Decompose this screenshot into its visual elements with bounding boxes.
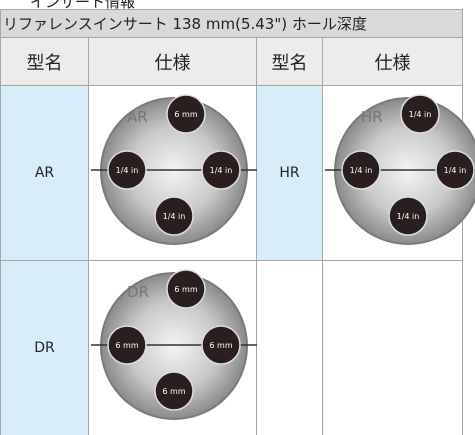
insert-diagram: DR 6 mm 6 mm 6 mm 6 mm bbox=[89, 261, 259, 431]
column-header: 仕様 bbox=[89, 38, 257, 86]
hole-label: 1/4 in bbox=[444, 166, 467, 175]
table-title: リファレンスインサート 138 mm(5.43") ホール深度 bbox=[1, 10, 463, 38]
insert-diagram: AR 6 mm 1/4 in 1/4 in 1/4 in bbox=[89, 86, 259, 256]
hole-label: 6 mm bbox=[162, 387, 185, 396]
hole-label: 1/4 in bbox=[350, 166, 373, 175]
table-row: DR DR 6 mm 6 mm 6 mm 6 mm bbox=[1, 261, 463, 435]
table-row: AR AR 6 mm 1/4 in 1/4 in 1/4 in HR HR 1/4 in 1/4 … bbox=[1, 86, 463, 261]
hole-label: 1/4 in bbox=[397, 212, 420, 221]
insert-diagram: HR 1/4 in 1/4 in 1/4 in 1/4 in bbox=[323, 86, 475, 256]
hole-label: 6 mm bbox=[209, 341, 232, 350]
hole-label: 6 mm bbox=[115, 341, 138, 350]
column-header: 型名 bbox=[257, 38, 323, 86]
model-cell: DR bbox=[1, 261, 89, 435]
hole-label: 1/4 in bbox=[210, 166, 233, 175]
hole-label: 6 mm bbox=[174, 285, 197, 294]
insert-name: DR bbox=[127, 283, 149, 301]
column-header: 型名 bbox=[1, 38, 89, 86]
hole-label: 1/4 in bbox=[409, 110, 432, 119]
column-header: 仕様 bbox=[323, 38, 463, 86]
model-cell bbox=[257, 261, 323, 435]
hole-label: 6 mm bbox=[174, 110, 197, 119]
insert-name: AR bbox=[127, 108, 148, 126]
model-cell: AR bbox=[1, 86, 89, 261]
spec-cell: AR 6 mm 1/4 in 1/4 in 1/4 in bbox=[89, 86, 257, 261]
hole-label: 1/4 in bbox=[163, 212, 186, 221]
page: インサート情報 リファレンスインサート 138 mm(5.43") ホール深度 … bbox=[0, 0, 475, 411]
spec-cell bbox=[323, 261, 463, 435]
spec-cell: DR 6 mm 6 mm 6 mm 6 mm bbox=[89, 261, 257, 435]
model-cell: HR bbox=[257, 86, 323, 261]
spec-table: リファレンスインサート 138 mm(5.43") ホール深度 型名仕様型名仕様… bbox=[0, 9, 463, 435]
hole-label: 1/4 in bbox=[116, 166, 139, 175]
insert-name: HR bbox=[361, 108, 383, 126]
